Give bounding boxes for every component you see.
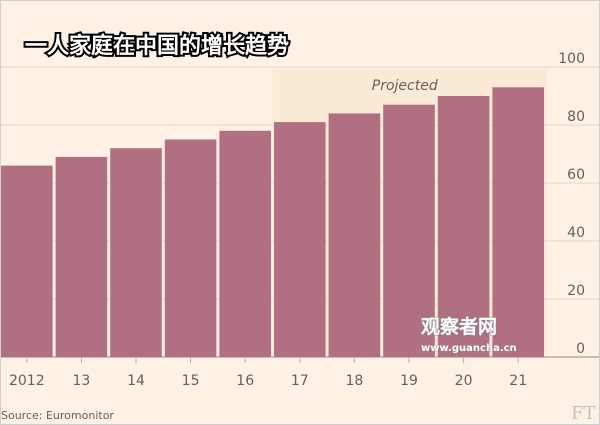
bar — [383, 104, 435, 357]
bar — [219, 130, 271, 357]
bar — [274, 122, 326, 357]
y-axis-ticks: 0 20 40 60 80 100 — [558, 51, 585, 357]
y-tick-label: 100 — [558, 51, 585, 67]
bar — [55, 156, 108, 357]
bar — [328, 113, 381, 358]
bar — [164, 139, 217, 357]
projected-label: Projected — [372, 78, 438, 94]
x-tick-label: 19 — [400, 373, 418, 389]
ft-logo: FT — [571, 403, 596, 424]
x-tick-label: 14 — [127, 373, 145, 389]
y-tick-label: 20 — [567, 283, 585, 299]
x-tick-label: 21 — [509, 373, 527, 389]
watermark-name: 观察者网 — [421, 315, 497, 338]
x-tick-label: 20 — [455, 373, 473, 389]
bar — [1, 165, 53, 357]
bar — [437, 96, 490, 357]
x-tick-label: 18 — [345, 373, 363, 389]
x-tick-label: 17 — [291, 373, 309, 389]
x-tick-label: 13 — [72, 373, 90, 389]
y-tick-label: 0 — [576, 341, 585, 357]
source-note: Source: Euromonitor — [1, 409, 114, 422]
chart-title: 一人家庭在中国的增长趋势 — [25, 33, 289, 59]
watermark-url: www.guancha.cn — [421, 343, 517, 354]
x-axis-ticks: 2012 13 14 15 16 17 18 19 20 21 — [9, 357, 527, 389]
x-tick-label: 16 — [236, 373, 254, 389]
bars — [1, 87, 544, 358]
x-tick-label: 15 — [182, 373, 200, 389]
bar — [492, 87, 544, 358]
y-tick-label: 60 — [567, 167, 585, 183]
x-tick-label: 2012 — [9, 373, 45, 389]
y-tick-label: 80 — [567, 109, 585, 125]
bar — [110, 148, 162, 357]
y-tick-label: 40 — [567, 225, 585, 241]
